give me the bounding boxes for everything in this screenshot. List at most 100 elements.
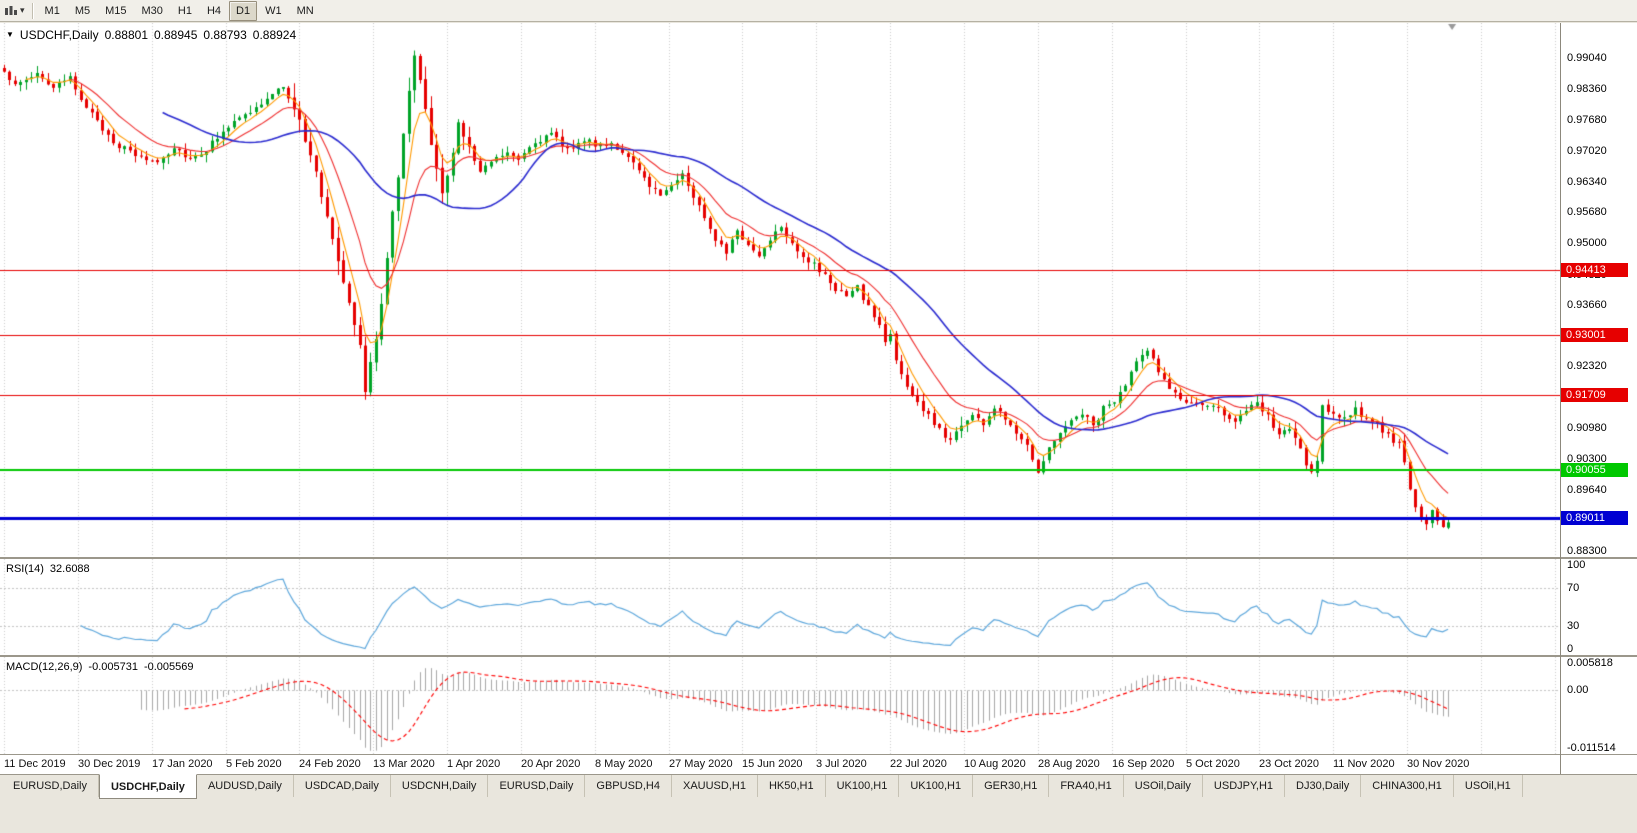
rsi-scale-tick: 100	[1567, 559, 1586, 571]
timeframe-button-h1[interactable]: H1	[177, 4, 192, 17]
timeframe-button-d1[interactable]: D1	[229, 0, 258, 21]
main-chart-panel[interactable]: ▼ USDCHF,Daily 0.88801 0.88945 0.88793 0…	[0, 23, 1560, 557]
panel-splitter[interactable]	[0, 557, 1637, 559]
timeframe-button-mn[interactable]: MN	[296, 4, 314, 17]
price-tick: 0.90980	[1567, 422, 1607, 434]
tab-dj30-daily[interactable]: DJ30,Daily	[1285, 775, 1362, 797]
timeframe-button-group: M1 M5 M15 M30 H1 H4 D1 W1 MN	[38, 0, 321, 21]
date-label: 30 Dec 2019	[78, 758, 141, 770]
price-tag-0.89011: 0.89011	[1561, 511, 1628, 526]
tab-ger30-h1[interactable]: GER30,H1	[973, 775, 1050, 797]
macd-label: MACD(12,26,9) -0.005731 -0.005569	[6, 661, 194, 673]
tab-audusd-daily[interactable]: AUDUSD,Daily	[197, 775, 294, 797]
rsi-scale-tick: 0	[1567, 643, 1574, 655]
ohlc-close: 0.88924	[252, 28, 297, 42]
ohlc-open: 0.88801	[104, 28, 148, 42]
timeframe-button-m5[interactable]: M5	[74, 4, 91, 17]
ohlc-low: 0.88793	[203, 28, 247, 42]
rsi-label: RSI(14) 32.6088	[6, 563, 90, 575]
tab-usdjpy-h1[interactable]: USDJPY,H1	[1203, 775, 1286, 797]
price-tick: 0.92320	[1567, 360, 1607, 373]
macd-main-value: -0.005731	[88, 661, 138, 673]
date-label: 30 Nov 2020	[1407, 758, 1470, 770]
date-label: 27 May 2020	[669, 758, 733, 770]
date-label: 11 Dec 2019	[4, 758, 66, 770]
chart-type-dropdown-caret-icon[interactable]: ▾	[20, 5, 25, 15]
date-label: 5 Feb 2020	[226, 758, 282, 770]
scale-separator	[1561, 557, 1637, 559]
price-tick: 0.90300	[1567, 453, 1607, 466]
tab-uk100-h1[interactable]: UK100,H1	[826, 775, 900, 797]
date-label: 1 Apr 2020	[447, 758, 501, 770]
date-label: 8 May 2020	[595, 758, 653, 770]
price-tick: 0.88300	[1567, 545, 1607, 557]
macd-scale-tick: -0.011514	[1567, 742, 1616, 754]
date-label: 23 Oct 2020	[1259, 758, 1319, 770]
macd-signal-value: -0.005569	[143, 661, 194, 673]
timeframe-button-m30[interactable]: M30	[141, 4, 163, 17]
tab-xauusd-h1[interactable]: XAUUSD,H1	[672, 775, 758, 797]
price-tag-0.94413: 0.94413	[1561, 263, 1628, 278]
rsi-scale-tick: 70	[1567, 581, 1580, 594]
date-label: 24 Feb 2020	[299, 758, 361, 770]
date-label: 11 Nov 2020	[1333, 758, 1395, 770]
macd-scale-tick: 0.005818	[1567, 657, 1613, 669]
rsi-scale[interactable]: 100 70 30 0	[1561, 559, 1637, 655]
price-tag-0.93001: 0.93001	[1561, 328, 1628, 343]
date-label: 15 Jun 2020	[742, 758, 803, 770]
rsi-chart-canvas[interactable]	[0, 559, 1560, 655]
chart-nav-triangle-icon[interactable]: ▼	[6, 30, 14, 39]
timeframe-toolbar: ▾ M1 M5 M15 M30 H1 H4 D1 W1 MN	[0, 0, 1637, 22]
tab-gbpusd-h4[interactable]: GBPUSD,H4	[585, 775, 672, 797]
tab-usdcad-daily[interactable]: USDCAD,Daily	[294, 775, 391, 797]
toolbar-separator	[31, 2, 34, 19]
tab-uk100-h1[interactable]: UK100,H1	[899, 775, 974, 797]
rsi-scale-tick: 30	[1567, 620, 1580, 633]
date-label: 10 Aug 2020	[964, 758, 1026, 770]
tab-usdcnh-daily[interactable]: USDCNH,Daily	[391, 775, 489, 797]
date-label: 16 Sep 2020	[1112, 758, 1175, 770]
scale-corner	[1561, 754, 1637, 774]
date-label: 13 Mar 2020	[373, 758, 435, 770]
chart-type-icon[interactable]	[3, 3, 19, 19]
panel-splitter[interactable]	[0, 655, 1637, 657]
tab-usdchf-daily[interactable]: USDCHF,Daily	[98, 774, 197, 799]
rsi-indicator-panel[interactable]: RSI(14) 32.6088	[0, 559, 1560, 655]
date-label: 28 Aug 2020	[1038, 758, 1100, 770]
timeframe-button-h4[interactable]: H4	[206, 4, 222, 17]
price-tick: 0.95000	[1567, 237, 1607, 250]
date-label: 17 Jan 2020	[152, 758, 213, 770]
chart-tabs: EURUSD,Daily USDCHF,Daily AUDUSD,Daily USDC…	[0, 774, 1637, 799]
price-tick: 0.97020	[1567, 144, 1607, 157]
candlestick-chart-canvas[interactable]	[0, 23, 1560, 557]
price-tag-0.90055: 0.90055	[1561, 463, 1628, 478]
timeframe-button-m15[interactable]: M15	[105, 4, 127, 17]
chart-title: ▼ USDCHF,Daily 0.88801 0.88945 0.88793 0…	[6, 28, 296, 42]
price-tick: 0.93660	[1567, 298, 1607, 311]
tab-eurusd-daily[interactable]: EURUSD,Daily	[488, 775, 586, 797]
tab-hk50-h1[interactable]: HK50,H1	[758, 775, 826, 797]
price-scale-column[interactable]: 0.99040 0.98360 0.97680 0.97020 0.96340 0.956…	[1560, 23, 1637, 774]
tab-fra40-h1[interactable]: FRA40,H1	[1049, 775, 1124, 797]
tab-eurusd-daily[interactable]: EURUSD,Daily	[2, 775, 99, 797]
price-tick: 0.98360	[1567, 83, 1607, 96]
date-axis[interactable]: 11 Dec 2019 30 Dec 2019 17 Jan 2020 5 Feb 2…	[0, 754, 1560, 774]
timeframe-button-w1[interactable]: W1	[265, 4, 282, 17]
price-tick: 0.97680	[1567, 114, 1607, 127]
rsi-value: 32.6088	[49, 563, 90, 575]
chart-symbol-label: USDCHF,Daily	[19, 28, 99, 42]
macd-name: MACD(12,26,9)	[6, 661, 83, 673]
price-tick: 0.99040	[1567, 51, 1607, 64]
price-tick: 0.96340	[1567, 175, 1607, 188]
tab-usoil-h1[interactable]: USOil,H1	[1454, 775, 1523, 797]
macd-indicator-panel[interactable]: MACD(12,26,9) -0.005731 -0.005569	[0, 657, 1560, 754]
main-price-scale[interactable]: 0.99040 0.98360 0.97680 0.97020 0.96340 0.956…	[1561, 23, 1637, 557]
tab-china300-h1[interactable]: CHINA300,H1	[1361, 775, 1454, 797]
macd-scale-tick: 0.00	[1567, 683, 1589, 696]
macd-chart-canvas[interactable]	[0, 657, 1560, 754]
tab-usoil-daily[interactable]: USOil,Daily	[1124, 775, 1203, 797]
macd-scale[interactable]: 0.005818 0.00 -0.011514	[1561, 657, 1637, 754]
timeframe-button-m1[interactable]: M1	[44, 4, 60, 17]
rsi-name: RSI(14)	[6, 563, 44, 575]
